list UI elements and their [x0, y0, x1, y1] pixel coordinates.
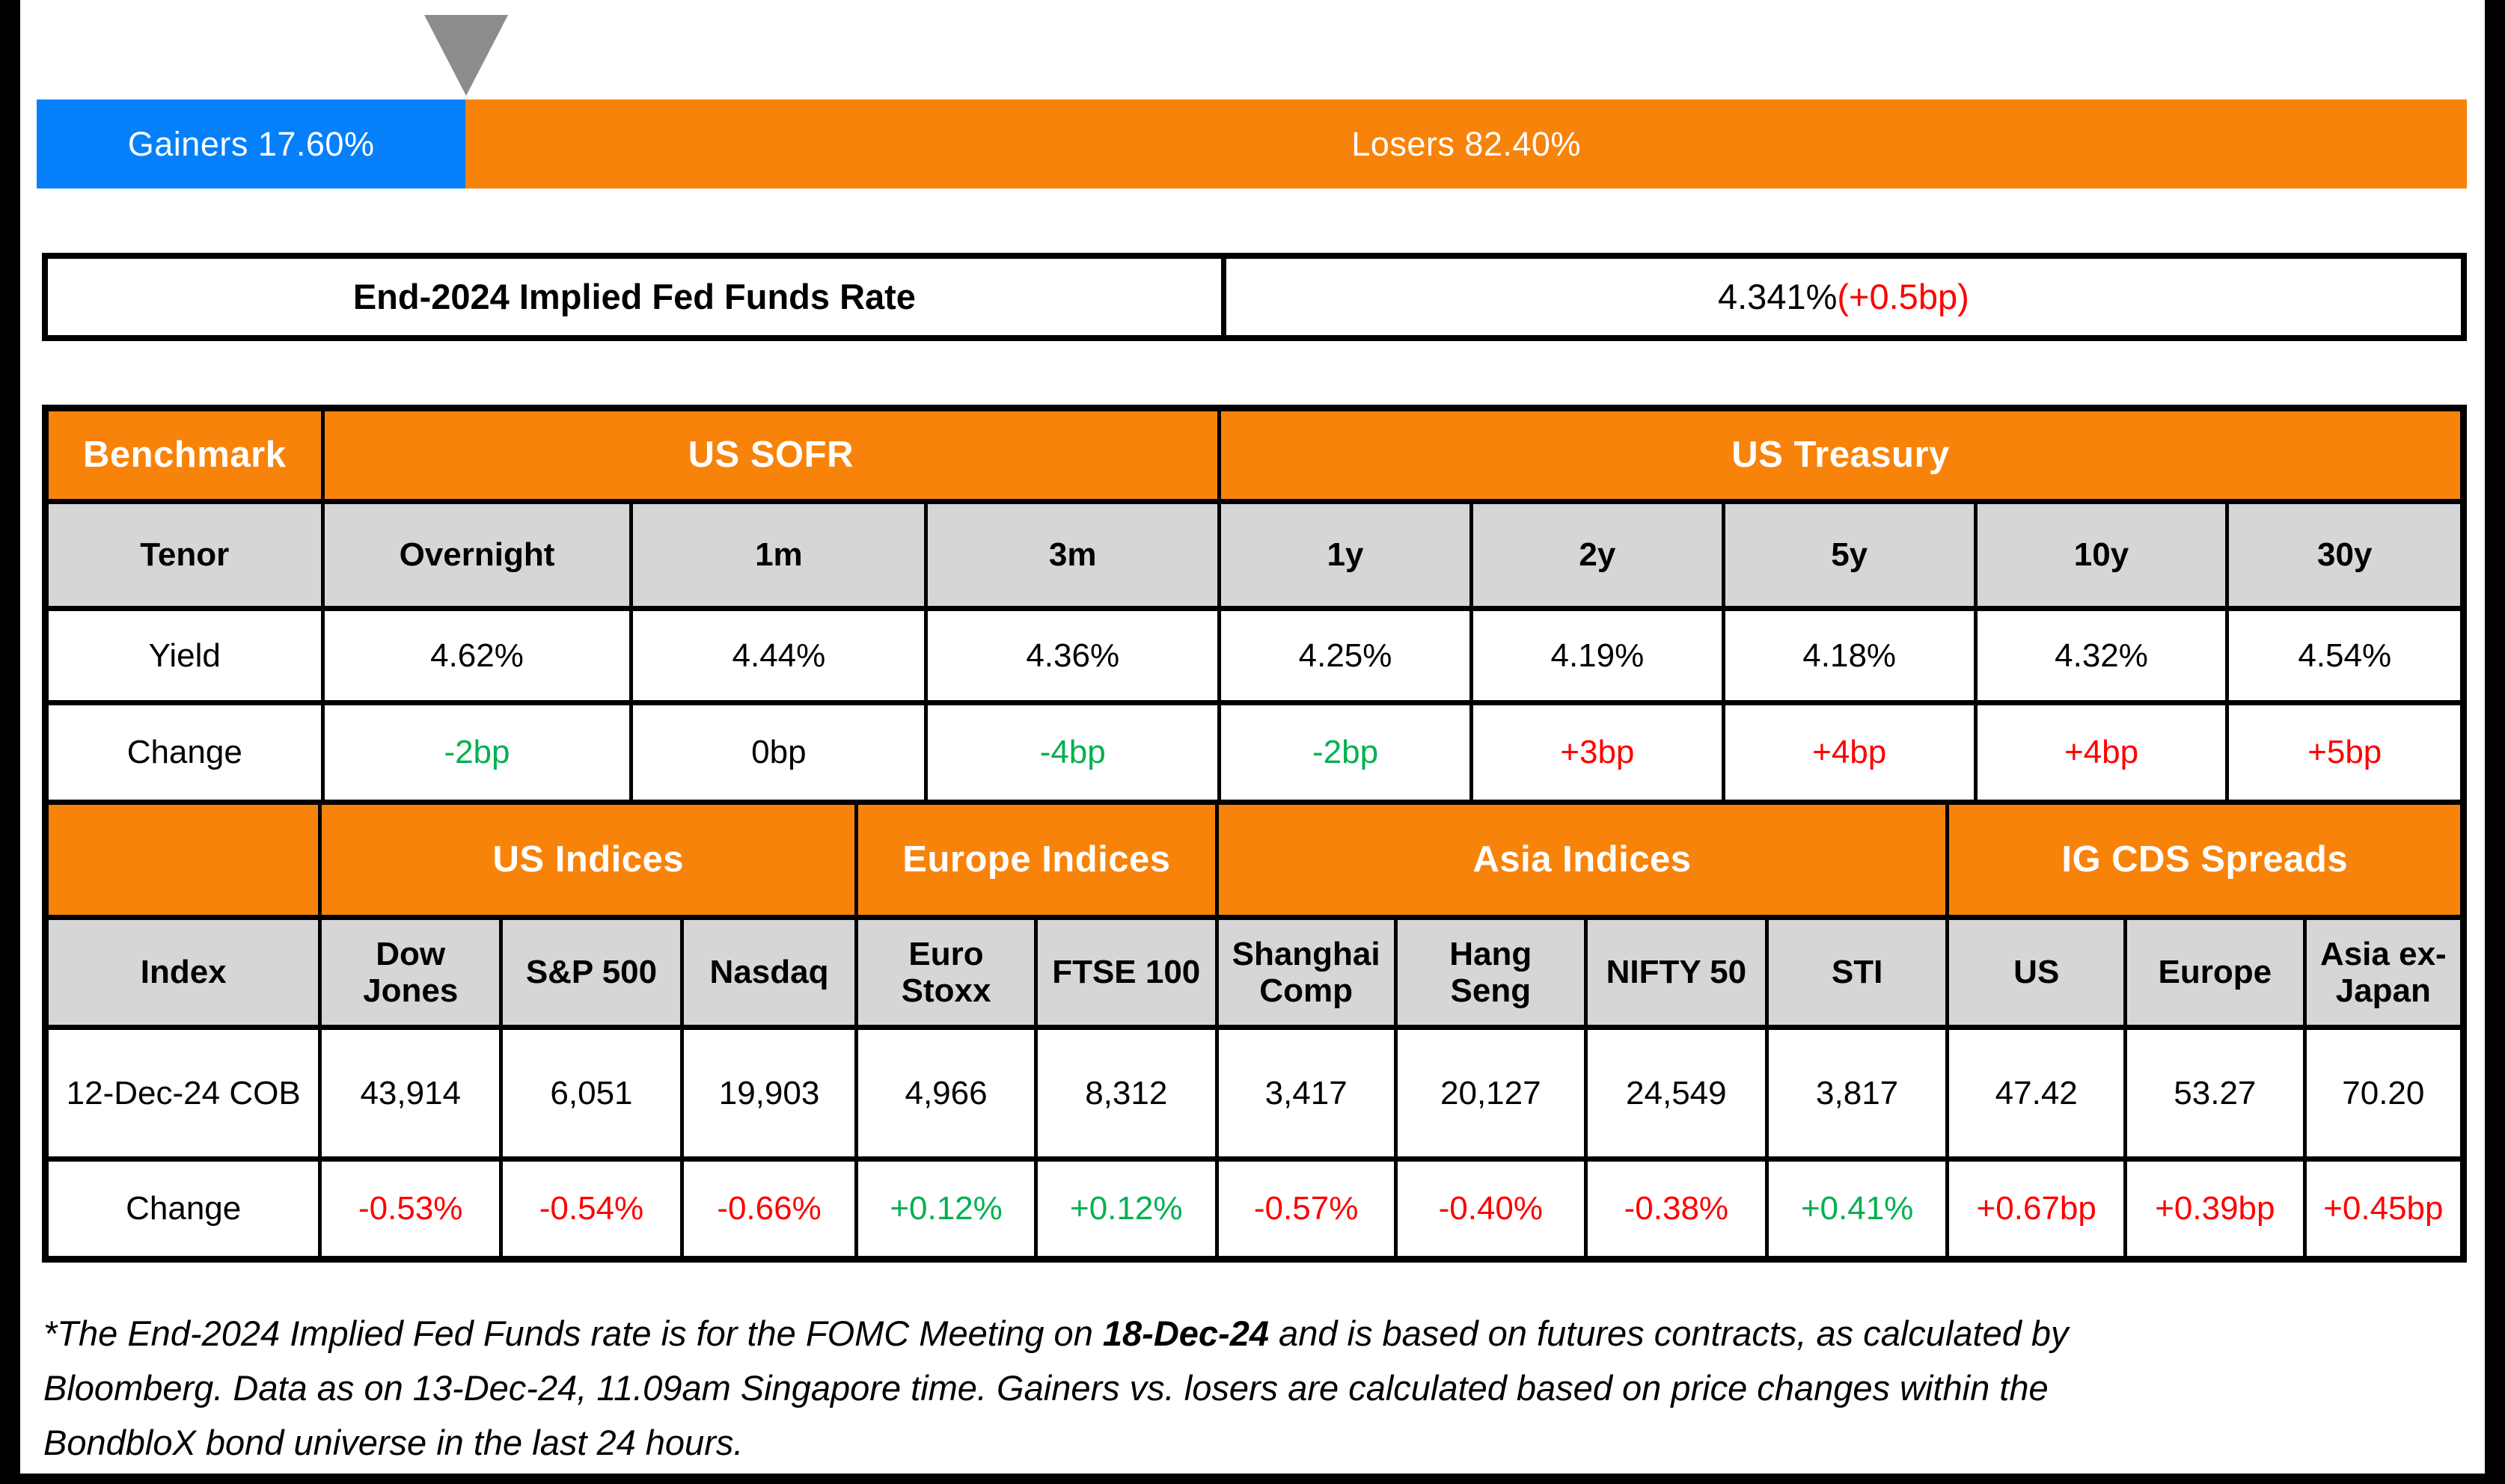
index-change-cell: -0.66%: [683, 1162, 855, 1256]
indices-header-blank-cell: [49, 805, 319, 915]
yield-cell: 4.19%: [1472, 611, 1722, 700]
cob-value-cell: 3,417: [1218, 1030, 1394, 1156]
us-treasury-header-cell: US Treasury: [1221, 411, 2460, 499]
footnote: *The End-2024 Implied Fed Funds rate is …: [43, 1307, 2475, 1471]
market-data-table: Benchmark US SOFR US Treasury Tenor Over…: [42, 405, 2467, 1263]
fed-funds-row: End-2024 Implied Fed Funds Rate 4.341% (…: [42, 253, 2467, 341]
gainers-segment: Gainers 17.60%: [37, 99, 466, 188]
tenor-cell: 5y: [1725, 504, 1974, 606]
fed-funds-label: End-2024 Implied Fed Funds Rate: [48, 259, 1221, 335]
index-change-cell: -0.40%: [1397, 1162, 1584, 1256]
change-row-label: Change: [49, 705, 321, 800]
tenor-row-label: Tenor: [49, 504, 321, 606]
cob-value-cell: 8,312: [1037, 1030, 1215, 1156]
tenor-cell: 1y: [1221, 504, 1469, 606]
cob-value-cell: 53.27: [2127, 1030, 2303, 1156]
cob-row-label: 12-Dec-24 COB: [49, 1030, 319, 1156]
index-row-label: Index: [49, 920, 319, 1025]
footnote-line1-bold-date: 18-Dec-24: [1102, 1313, 1269, 1353]
tenor-cell: 2y: [1472, 504, 1722, 606]
index-name-cell: Dow Jones: [322, 920, 500, 1025]
fed-funds-value: 4.341% (+0.5bp): [1226, 259, 2461, 335]
change-cell: +5bp: [2229, 705, 2460, 800]
gainers-losers-marker-triangle-icon: [424, 15, 508, 96]
index-change-row-label: Change: [49, 1162, 319, 1256]
yield-row-label: Yield: [49, 611, 321, 700]
losers-label: Losers 82.40%: [1351, 124, 1581, 163]
europe-indices-header-cell: Europe Indices: [858, 805, 1215, 915]
index-name-cell: Europe: [2127, 920, 2303, 1025]
cob-value-cell: 70.20: [2306, 1030, 2460, 1156]
change-cell: -4bp: [928, 705, 1218, 800]
index-change-cell: +0.41%: [1768, 1162, 1946, 1256]
yield-cell: 4.36%: [928, 611, 1218, 700]
footnote-line-1: *The End-2024 Implied Fed Funds rate is …: [43, 1307, 2475, 1361]
us-sofr-header-cell: US SOFR: [324, 411, 1218, 499]
index-change-cell: +0.45bp: [2306, 1162, 2460, 1256]
tenor-cell: 1m: [633, 504, 925, 606]
gainers-losers-bar: Gainers 17.60% Losers 82.40%: [37, 99, 2467, 188]
footnote-line-3: BondbloX bond universe in the last 24 ho…: [43, 1422, 744, 1462]
cob-value-cell: 47.42: [1949, 1030, 2124, 1156]
change-cell: -2bp: [1221, 705, 1469, 800]
index-name-cell: Euro Stoxx: [858, 920, 1034, 1025]
index-name-cell: S&P 500: [503, 920, 680, 1025]
index-change-cell: +0.12%: [1037, 1162, 1215, 1256]
index-name-cell: FTSE 100: [1037, 920, 1215, 1025]
cob-value-cell: 4,966: [858, 1030, 1034, 1156]
asia-indices-header-cell: Asia Indices: [1218, 805, 1946, 915]
cob-value-cell: 20,127: [1397, 1030, 1584, 1156]
cob-value-cell: 6,051: [503, 1030, 680, 1156]
yield-cell: 4.44%: [633, 611, 925, 700]
index-change-cell: +0.39bp: [2127, 1162, 2303, 1256]
fed-funds-rate: 4.341%: [1717, 276, 1838, 316]
index-change-cell: +0.67bp: [1949, 1162, 2124, 1256]
gainers-label: Gainers 17.60%: [127, 124, 375, 163]
fed-funds-change: (+0.5bp): [1837, 276, 1969, 316]
yield-cell: 4.25%: [1221, 611, 1469, 700]
index-name-cell: Hang Seng: [1397, 920, 1584, 1025]
index-name-cell: Nasdaq: [683, 920, 855, 1025]
tenor-cell: 30y: [2229, 504, 2460, 606]
indices-grid: US Indices Europe Indices Asia Indices I…: [49, 805, 2460, 1256]
change-cell: 0bp: [633, 705, 925, 800]
index-name-cell: STI: [1768, 920, 1946, 1025]
losers-segment: Losers 82.40%: [465, 99, 2467, 188]
benchmark-grid: Benchmark US SOFR US Treasury Tenor Over…: [49, 411, 2460, 800]
footnote-line-2: Bloomberg. Data as on 13-Dec-24, 11.09am…: [43, 1367, 2049, 1408]
yield-cell: 4.62%: [324, 611, 630, 700]
yield-cell: 4.54%: [2229, 611, 2460, 700]
benchmark-header-cell: Benchmark: [49, 411, 321, 499]
index-change-cell: -0.57%: [1218, 1162, 1394, 1256]
us-indices-header-cell: US Indices: [322, 805, 855, 915]
cob-value-cell: 24,549: [1587, 1030, 1765, 1156]
page-canvas: Gainers 17.60% Losers 82.40% End-2024 Im…: [20, 0, 2485, 1474]
index-change-cell: -0.38%: [1587, 1162, 1765, 1256]
table-section-divider: [49, 800, 2460, 805]
change-cell: +4bp: [1977, 705, 2226, 800]
yield-cell: 4.32%: [1977, 611, 2226, 700]
yield-cell: 4.18%: [1725, 611, 1974, 700]
index-name-cell: Asia ex-Japan: [2306, 920, 2460, 1025]
tenor-cell: Overnight: [324, 504, 630, 606]
tenor-cell: 10y: [1977, 504, 2226, 606]
tenor-cell: 3m: [928, 504, 1218, 606]
cob-value-cell: 19,903: [683, 1030, 855, 1156]
index-name-cell: NIFTY 50: [1587, 920, 1765, 1025]
index-name-cell: US: [1949, 920, 2124, 1025]
change-cell: -2bp: [324, 705, 630, 800]
footnote-line1-pre: *The End-2024 Implied Fed Funds rate is …: [43, 1313, 1103, 1353]
change-cell: +3bp: [1472, 705, 1722, 800]
index-name-cell: Shanghai Comp: [1218, 920, 1394, 1025]
index-change-cell: -0.53%: [322, 1162, 500, 1256]
cob-value-cell: 3,817: [1768, 1030, 1946, 1156]
index-change-cell: -0.54%: [503, 1162, 680, 1256]
ig-cds-header-cell: IG CDS Spreads: [1949, 805, 2460, 915]
change-cell: +4bp: [1725, 705, 1974, 800]
index-change-cell: +0.12%: [858, 1162, 1034, 1256]
cob-value-cell: 43,914: [322, 1030, 500, 1156]
footnote-line1-post: and is based on futures contracts, as ca…: [1269, 1313, 2069, 1353]
